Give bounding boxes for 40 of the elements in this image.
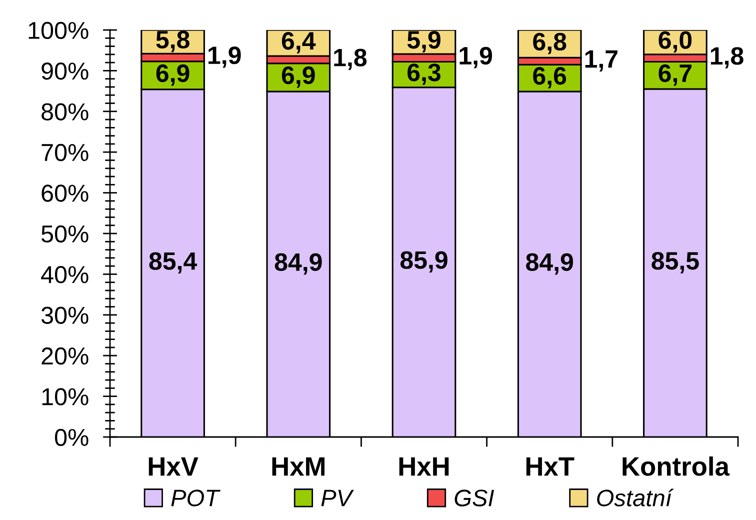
data-label: 5,8: [156, 30, 190, 52]
data-label: 85,4: [149, 252, 197, 274]
data-label: 6,3: [408, 64, 440, 85]
data-label: 85,9: [400, 251, 448, 273]
legend-label: GSI: [454, 490, 494, 506]
y-tick-label: 10%: [42, 388, 88, 406]
x-tick-label: HxV: [148, 457, 198, 476]
data-label: 1,9: [460, 46, 492, 68]
y-tick-label: 100%: [28, 22, 88, 40]
data-label: 6,6: [533, 67, 566, 88]
data-label: 1,8: [710, 47, 744, 68]
data-label: 85,5: [652, 252, 699, 274]
data-label: 84,9: [526, 253, 574, 275]
data-label: 5,9: [407, 31, 440, 52]
y-tick-label: 90%: [42, 62, 88, 80]
x-tick-label: Kontrola: [622, 456, 730, 476]
y-tick-label: 60%: [42, 184, 88, 202]
y-tick-label: 30%: [41, 306, 88, 324]
y-tick-label: 20%: [42, 347, 88, 365]
data-label: 6,8: [533, 32, 566, 54]
data-label: 6,4: [282, 32, 316, 54]
x-tick-label: HxM: [272, 457, 324, 476]
legend-label: PV: [321, 490, 354, 506]
data-label: 84,9: [274, 253, 322, 275]
data-label: 6,7: [658, 64, 692, 86]
x-tick-label: HxT: [526, 457, 574, 476]
y-tick-label: 70%: [42, 144, 88, 162]
data-label: 6,9: [156, 64, 190, 86]
legend-label: Ostatní: [597, 488, 674, 506]
data-label: 6,0: [658, 31, 692, 53]
y-tick-label: 50%: [41, 225, 88, 243]
y-tick-label: 80%: [42, 103, 88, 120]
y-tick-label: 40%: [41, 266, 88, 284]
legend-label: POT: [171, 490, 220, 506]
data-label: 1,7: [585, 50, 618, 72]
data-label: 1,8: [334, 48, 367, 70]
data-label: 6,9: [282, 66, 315, 88]
y-tick-label: 0%: [54, 428, 88, 446]
data-label: 1,9: [208, 46, 241, 68]
x-tick-label: HxH: [399, 457, 449, 476]
